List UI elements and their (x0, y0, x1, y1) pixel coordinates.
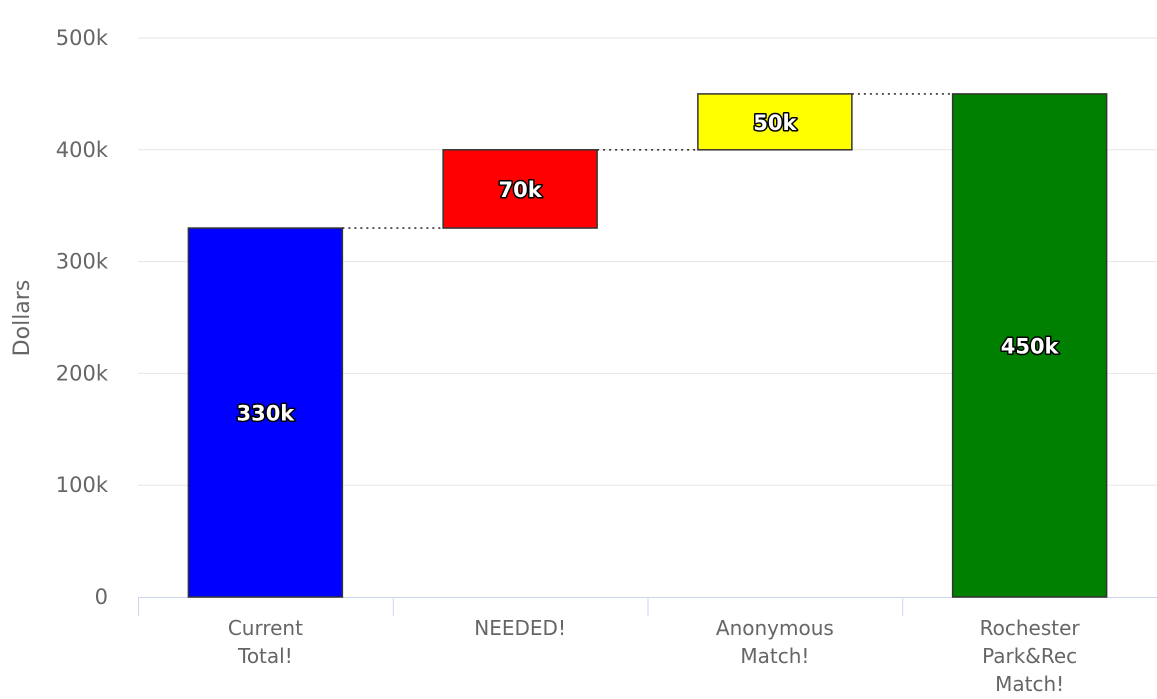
x-tick-label: Current Total! (228, 616, 303, 668)
y-axis-title: Dollars (10, 280, 35, 357)
data-labels: 330k 70k 50k 450k (235, 109, 1061, 427)
data-label: 450k (1001, 334, 1060, 358)
bar (187, 227, 344, 598)
x-tick-label: Rochester Park&Rec Match! (980, 616, 1081, 696)
y-tick-label: 200k (56, 361, 109, 385)
bar (442, 149, 598, 229)
y-tick-label: 100k (56, 473, 109, 497)
bar (951, 93, 1108, 598)
x-tick-label: NEEDED! (474, 616, 566, 640)
x-tick-label: Anonymous Match! (716, 616, 834, 668)
data-label: 50k (753, 111, 797, 135)
y-tick-label: 500k (56, 26, 109, 50)
bars (187, 93, 1108, 598)
y-tick-label: 400k (56, 138, 109, 162)
y-tick-label: 0 (95, 585, 108, 609)
bar (697, 93, 853, 151)
data-label: 330k (236, 402, 295, 426)
connectors (342, 93, 953, 229)
data-label: 70k (499, 178, 543, 202)
y-tick-label: 300k (56, 250, 109, 274)
